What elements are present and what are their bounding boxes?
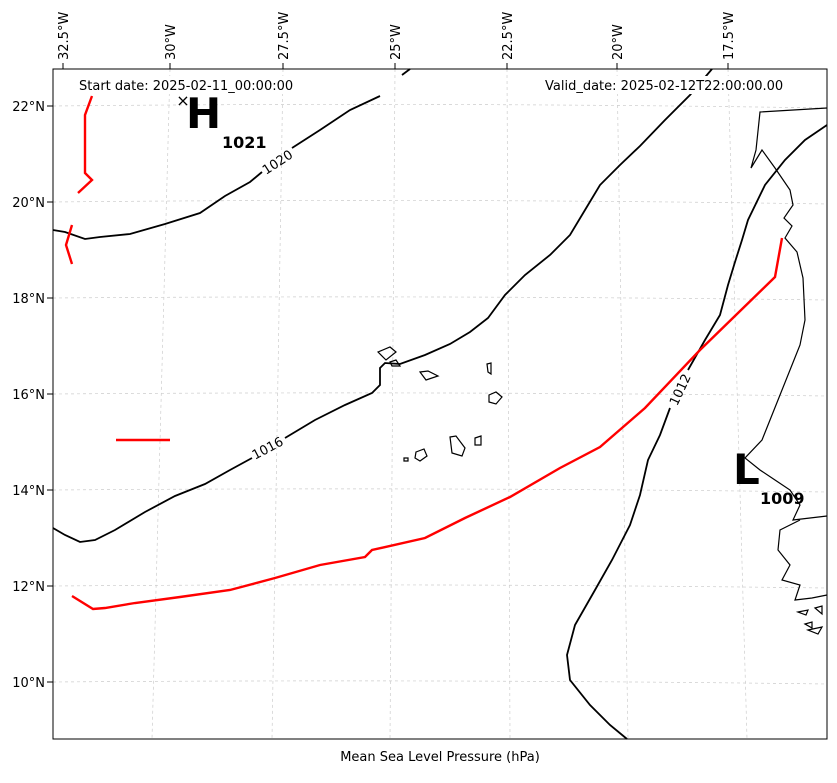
isobar-1020-path <box>52 68 411 240</box>
island-sao-vicente <box>389 359 402 367</box>
island-bijagos-2 <box>803 621 813 630</box>
graticule <box>52 68 828 740</box>
island-sal <box>486 362 492 376</box>
island-boa-vista <box>488 391 503 405</box>
start-date-label: Start date: 2025-02-11_00:00:00 <box>79 79 293 94</box>
island-fogo <box>414 448 428 462</box>
lon-tick-label: 27.5°W <box>277 12 292 60</box>
high-pressure-value: 1021 <box>222 133 267 152</box>
island-maio <box>474 435 482 446</box>
isobar-1012-path <box>566 124 828 740</box>
lon-tick-label: 22.5°W <box>501 12 516 60</box>
lon-tick-labels: 32.5°W 30°W 27.5°W 25°W 22.5°W 20°W 17.5… <box>57 12 737 60</box>
map-caption: Mean Sea Level Pressure (hPa) <box>340 750 540 765</box>
lat-tick-labels: 22°N 20°N 18°N 16°N 14°N 12°N 10°N <box>12 100 45 691</box>
isobar-1012-label: 1012 <box>667 372 695 408</box>
lat-tick-label: 22°N <box>12 100 45 115</box>
lat-tick-label: 10°N <box>12 676 45 691</box>
high-pressure-letter: H <box>186 89 221 138</box>
africa-coastline-south <box>777 519 828 601</box>
valid-date-label: Valid_date: 2025-02-12T22:00:00.00 <box>545 79 783 94</box>
highlight-line-top <box>77 95 94 194</box>
start-date-bg <box>74 76 314 94</box>
lat-tick-label: 14°N <box>12 484 45 499</box>
low-pressure-letter: L <box>733 445 760 494</box>
lat-tick-label: 16°N <box>12 388 45 403</box>
high-pressure-marker-icon: × <box>176 91 189 110</box>
isobar-1016-path <box>52 68 713 543</box>
lon-tick-label: 25°W <box>389 24 404 60</box>
island-bijagos-1 <box>795 609 809 616</box>
lon-tick-label: 30°W <box>164 24 179 60</box>
island-bijagos-4 <box>813 605 823 616</box>
map-frame <box>52 68 828 740</box>
africa-coastline <box>744 107 828 521</box>
isobars <box>52 68 828 740</box>
lat-tick-label: 12°N <box>12 580 45 595</box>
highlight-line-main <box>71 237 784 611</box>
lat-tick-label: 18°N <box>12 292 45 307</box>
island-santo-antao <box>376 346 397 361</box>
coastlines <box>376 107 828 635</box>
highlight-isobars <box>64 95 784 611</box>
isobar-1016-label: 1016 <box>250 435 286 464</box>
tick-marks <box>47 63 729 683</box>
island-sao-nicolau <box>418 370 440 381</box>
isobar-1020-label: 1020 <box>260 148 296 179</box>
island-bijagos-3 <box>805 626 824 635</box>
lon-tick-label: 17.5°W <box>722 12 737 60</box>
lat-tick-label: 20°N <box>12 196 45 211</box>
lon-tick-label: 20°W <box>611 24 626 60</box>
island-santiago <box>449 435 466 457</box>
lon-tick-label: 32.5°W <box>57 12 72 60</box>
low-pressure-value: 1009 <box>760 489 805 508</box>
highlight-line-left <box>64 224 74 265</box>
valid-date-bg <box>540 76 804 94</box>
island-brava <box>403 457 409 462</box>
